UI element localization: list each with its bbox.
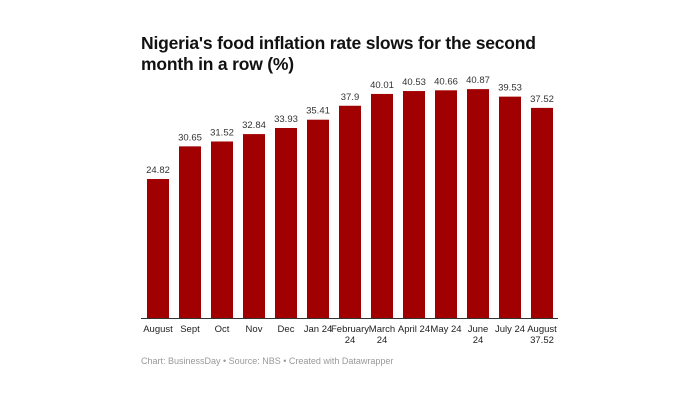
- value-label: 30.65: [178, 132, 202, 143]
- category-label: March 24: [369, 324, 395, 346]
- bar: [243, 134, 265, 318]
- category-label: Nov: [246, 324, 263, 335]
- bar: [147, 179, 169, 318]
- category-label: June 24: [468, 324, 489, 346]
- bar: [531, 107, 553, 318]
- bar: [339, 105, 361, 318]
- chart-footer: Chart: BusinessDay • Source: NBS • Creat…: [141, 356, 394, 366]
- chart-title: Nigeria's food inflation rate slows for …: [141, 33, 536, 74]
- value-label: 31.52: [210, 127, 234, 138]
- bar: [499, 96, 521, 318]
- value-label: 40.53: [402, 77, 426, 88]
- category-label: Oct: [215, 324, 230, 335]
- bar: [275, 127, 297, 318]
- category-label: August: [143, 324, 173, 335]
- value-label: 40.01: [370, 80, 394, 91]
- value-label: 39.53: [498, 83, 522, 94]
- category-label: May 24: [430, 324, 461, 335]
- category-label: Jan 24: [304, 324, 333, 335]
- value-label: 37.9: [341, 92, 360, 103]
- bar: [403, 91, 425, 318]
- bar: [467, 89, 489, 319]
- bar: [211, 141, 233, 318]
- value-label: 32.84: [242, 120, 266, 131]
- category-label: Sept: [180, 324, 200, 335]
- value-label: 40.87: [466, 75, 490, 86]
- bar: [435, 90, 457, 318]
- category-label: February 24: [331, 324, 369, 346]
- value-label: 35.41: [306, 106, 330, 117]
- bar: [371, 93, 393, 318]
- value-label: 40.66: [434, 76, 458, 87]
- category-label: August 37.52: [527, 324, 557, 346]
- value-label: 37.52: [530, 94, 554, 105]
- bar: [307, 119, 329, 318]
- category-label: July 24: [495, 324, 525, 335]
- value-label: 33.93: [274, 114, 298, 125]
- value-label: 24.82: [146, 165, 170, 176]
- bar: [179, 146, 201, 318]
- category-label: Dec: [278, 324, 295, 335]
- category-label: April 24: [398, 324, 430, 335]
